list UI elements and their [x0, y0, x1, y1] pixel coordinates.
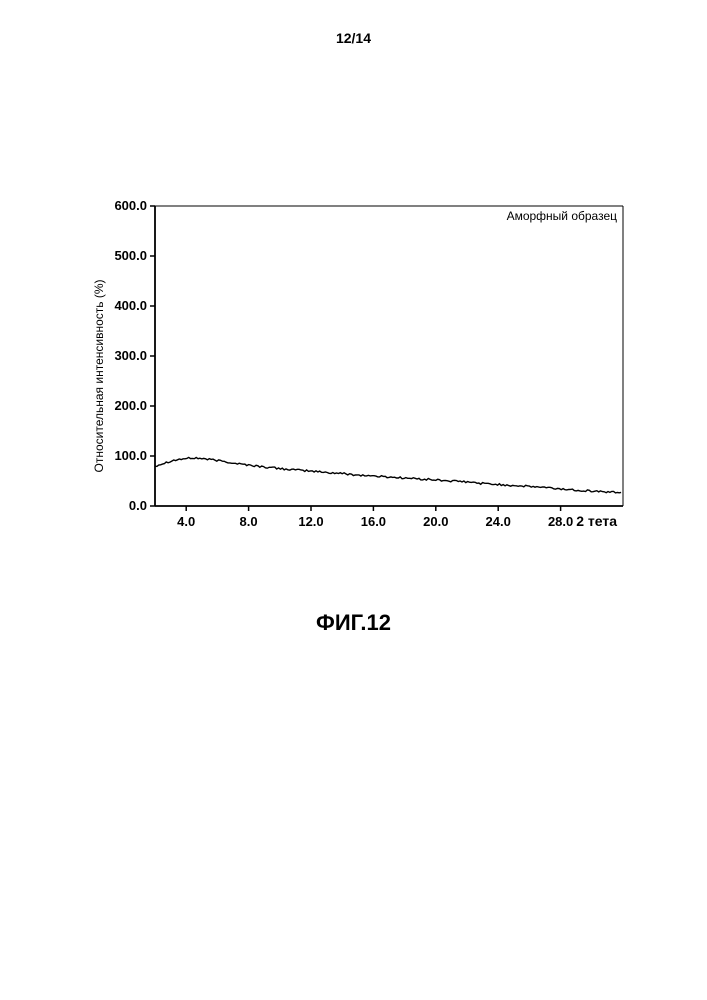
svg-text:0.0: 0.0 — [129, 498, 147, 513]
svg-text:12.0: 12.0 — [298, 514, 323, 529]
figure-caption: ФИГ.12 — [0, 610, 707, 636]
svg-text:200.0: 200.0 — [114, 398, 147, 413]
figure-area: 0.0 100.0 200.0 300.0 400.0 500.0 600.0 4.0 8.0 1… — [85, 200, 628, 550]
svg-text:300.0: 300.0 — [114, 348, 147, 363]
page-number: 12/14 — [0, 30, 707, 46]
svg-text:Относительная интенсивность (%: Относительная интенсивность (%) — [92, 280, 106, 473]
svg-text:500.0: 500.0 — [114, 248, 147, 263]
svg-text:2 тета: 2 тета — [576, 513, 617, 529]
xrd-chart: 0.0 100.0 200.0 300.0 400.0 500.0 600.0 4.0 8.0 1… — [85, 200, 628, 550]
svg-text:100.0: 100.0 — [114, 448, 147, 463]
svg-text:24.0: 24.0 — [486, 514, 511, 529]
svg-text:8.0: 8.0 — [240, 514, 258, 529]
svg-text:20.0: 20.0 — [423, 514, 448, 529]
svg-text:4.0: 4.0 — [177, 514, 195, 529]
svg-text:28.0: 28.0 — [548, 514, 573, 529]
svg-text:Аморфный образец: Аморфный образец — [507, 209, 618, 223]
svg-text:600.0: 600.0 — [114, 200, 147, 213]
svg-text:400.0: 400.0 — [114, 298, 147, 313]
svg-text:16.0: 16.0 — [361, 514, 386, 529]
